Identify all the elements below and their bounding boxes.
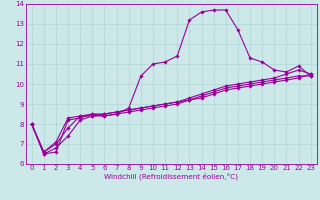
X-axis label: Windchill (Refroidissement éolien,°C): Windchill (Refroidissement éolien,°C) [104,173,238,180]
